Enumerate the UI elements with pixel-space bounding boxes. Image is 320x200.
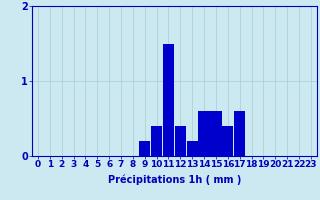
Bar: [234, 111, 245, 156]
X-axis label: Précipitations 1h ( mm ): Précipitations 1h ( mm ): [108, 175, 241, 185]
Bar: [151, 126, 162, 156]
Bar: [175, 126, 186, 156]
Bar: [210, 111, 221, 156]
Bar: [163, 44, 174, 156]
Bar: [198, 111, 210, 156]
Bar: [139, 141, 150, 156]
Bar: [187, 141, 198, 156]
Bar: [222, 126, 233, 156]
